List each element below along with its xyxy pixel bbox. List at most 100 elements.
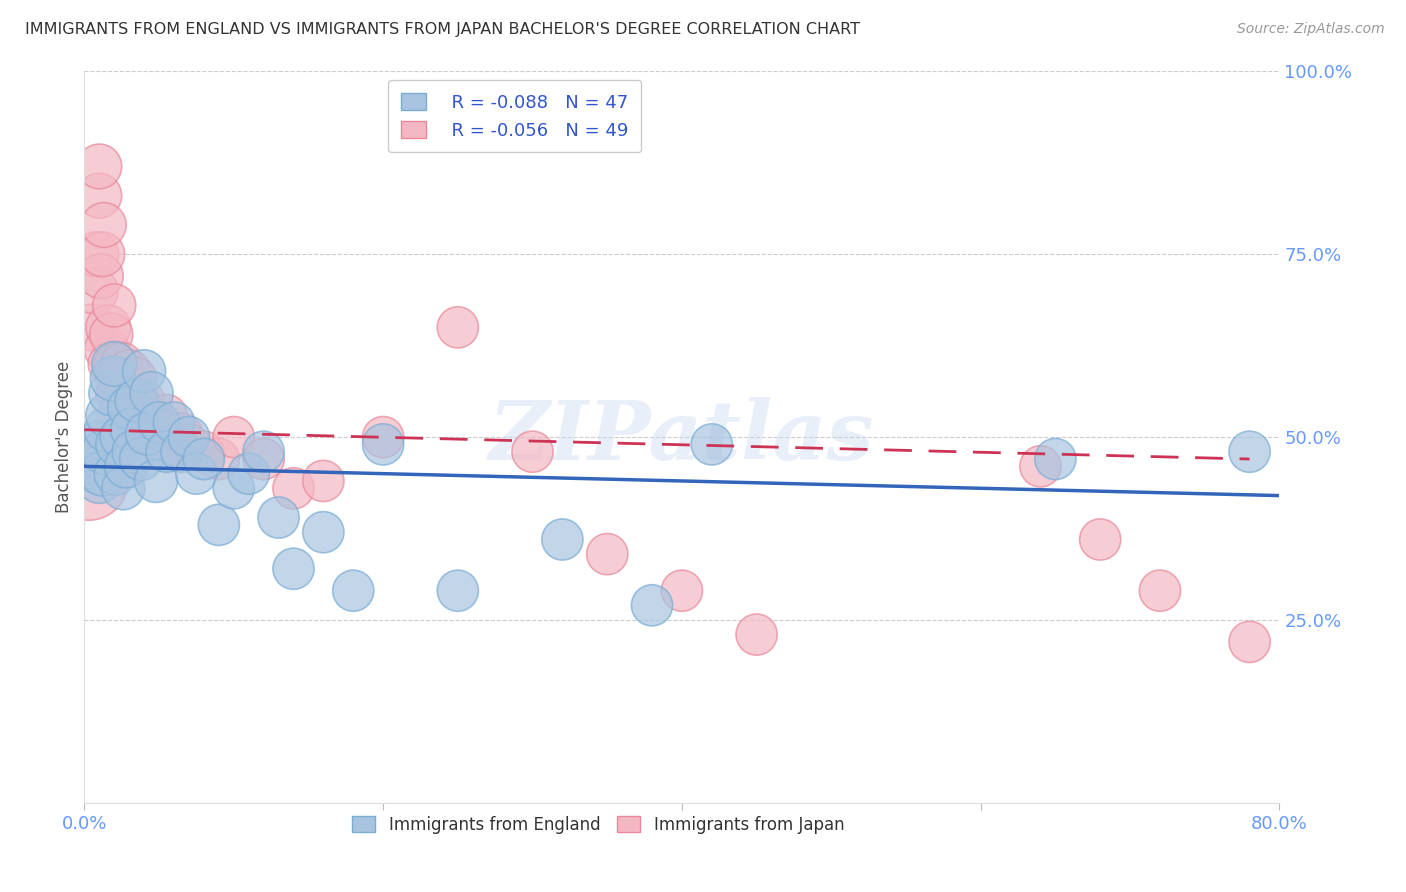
Point: [177, 430, 200, 444]
Point: [1149, 583, 1171, 598]
Point: [193, 452, 215, 467]
Point: [132, 393, 156, 408]
Point: [105, 437, 128, 451]
Point: [596, 547, 619, 561]
Point: [93, 218, 115, 232]
Point: [700, 437, 723, 451]
Point: [170, 426, 193, 441]
Point: [103, 298, 125, 312]
Point: [125, 393, 148, 408]
Point: [142, 416, 165, 430]
Point: [177, 437, 200, 451]
Legend: Immigrants from England, Immigrants from Japan: Immigrants from England, Immigrants from…: [344, 807, 852, 842]
Point: [100, 327, 122, 342]
Point: [163, 437, 186, 451]
Point: [132, 364, 156, 378]
Text: IMMIGRANTS FROM ENGLAND VS IMMIGRANTS FROM JAPAN BACHELOR'S DEGREE CORRELATION C: IMMIGRANTS FROM ENGLAND VS IMMIGRANTS FR…: [25, 22, 860, 37]
Point: [222, 430, 245, 444]
Point: [89, 188, 111, 202]
Text: ZIPatlas: ZIPatlas: [489, 397, 875, 477]
Point: [1239, 635, 1261, 649]
Point: [105, 386, 128, 401]
Point: [90, 269, 112, 284]
Point: [104, 357, 127, 371]
Point: [89, 437, 111, 451]
Point: [100, 386, 122, 401]
Point: [671, 583, 693, 598]
Point: [136, 426, 159, 441]
Point: [208, 517, 231, 532]
Point: [141, 386, 163, 401]
Point: [186, 467, 208, 481]
Point: [104, 467, 127, 481]
Point: [91, 467, 114, 481]
Point: [96, 423, 118, 437]
Point: [447, 320, 470, 334]
Point: [93, 444, 115, 458]
Point: [112, 481, 135, 495]
Point: [121, 393, 143, 408]
Point: [121, 423, 143, 437]
Point: [1045, 452, 1067, 467]
Point: [89, 474, 111, 488]
Point: [80, 452, 103, 467]
Point: [312, 474, 335, 488]
Point: [373, 430, 395, 444]
Point: [101, 371, 124, 385]
Text: Source: ZipAtlas.com: Source: ZipAtlas.com: [1237, 22, 1385, 37]
Point: [86, 247, 108, 261]
Point: [170, 444, 193, 458]
Point: [127, 423, 149, 437]
Point: [283, 562, 305, 576]
Point: [80, 320, 103, 334]
Point: [253, 444, 276, 458]
Point: [97, 408, 120, 422]
Point: [155, 408, 177, 422]
Point: [111, 430, 134, 444]
Point: [163, 416, 186, 430]
Point: [1090, 533, 1112, 547]
Point: [208, 452, 231, 467]
Point: [745, 627, 768, 641]
Point: [148, 423, 170, 437]
Point: [107, 371, 129, 385]
Point: [77, 474, 100, 488]
Point: [283, 481, 305, 495]
Point: [115, 459, 138, 474]
Point: [86, 463, 108, 477]
Point: [373, 437, 395, 451]
Point: [1239, 444, 1261, 458]
Point: [122, 444, 145, 458]
Point: [641, 599, 664, 613]
Point: [115, 379, 138, 393]
Point: [222, 481, 245, 495]
Point: [112, 401, 135, 415]
Point: [238, 467, 260, 481]
Point: [312, 525, 335, 540]
Point: [83, 284, 105, 298]
Point: [145, 474, 167, 488]
Point: [267, 510, 290, 524]
Point: [129, 452, 152, 467]
Point: [124, 371, 146, 385]
Point: [1029, 459, 1052, 474]
Point: [447, 583, 470, 598]
Point: [138, 423, 160, 437]
Point: [91, 247, 114, 261]
Point: [118, 401, 141, 415]
Point: [253, 452, 276, 467]
Point: [97, 320, 120, 334]
Point: [111, 357, 134, 371]
Point: [342, 583, 364, 598]
Point: [193, 444, 215, 458]
Point: [129, 401, 152, 415]
Point: [89, 160, 111, 174]
Point: [148, 416, 170, 430]
Point: [103, 357, 125, 371]
Point: [96, 343, 118, 357]
Point: [522, 444, 544, 458]
Y-axis label: Bachelor's Degree: Bachelor's Degree: [55, 361, 73, 513]
Point: [155, 444, 177, 458]
Point: [551, 533, 574, 547]
Point: [118, 364, 141, 378]
